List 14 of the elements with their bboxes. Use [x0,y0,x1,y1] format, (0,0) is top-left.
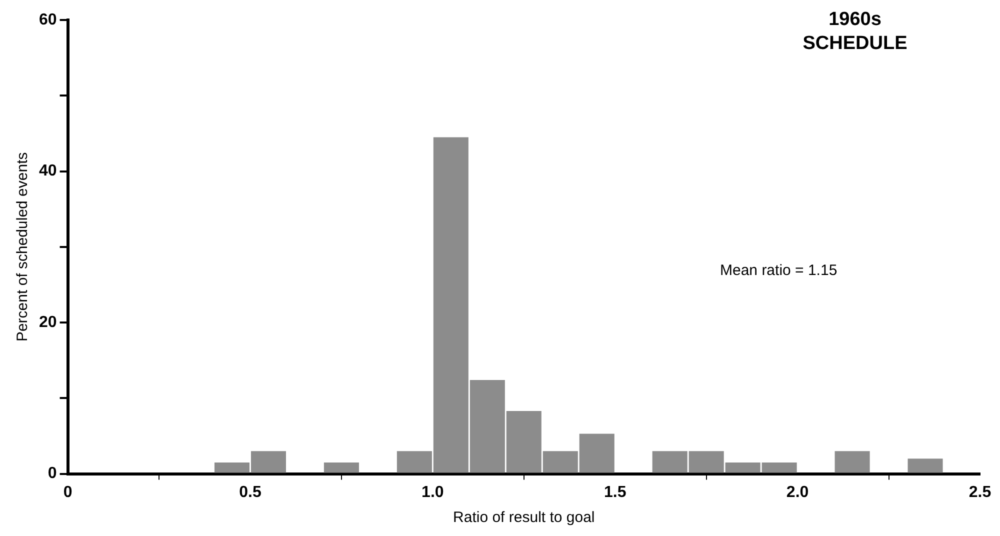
y-axis-title: Percent of scheduled events [14,152,32,342]
y-tick-label: 0 [48,465,57,482]
x-tick-label: 2.0 [786,484,809,501]
annotation: Mean ratio = 1.15 [720,262,838,279]
x-tick-label: 2.5 [968,484,992,501]
y-tick-label: 20 [39,314,57,331]
x-tick-label: 0.5 [239,484,262,501]
x-tick-label: 0 [63,484,72,501]
chart-title: 1960s SCHEDULE [802,8,908,56]
x-tick-label: 1.5 [604,484,626,501]
x-tick-label: 1.0 [422,484,444,501]
y-tick-label: 40 [39,162,57,180]
x-axis-title: Ratio of result to goal [453,509,595,526]
y-tick-label: 60 [39,11,57,28]
